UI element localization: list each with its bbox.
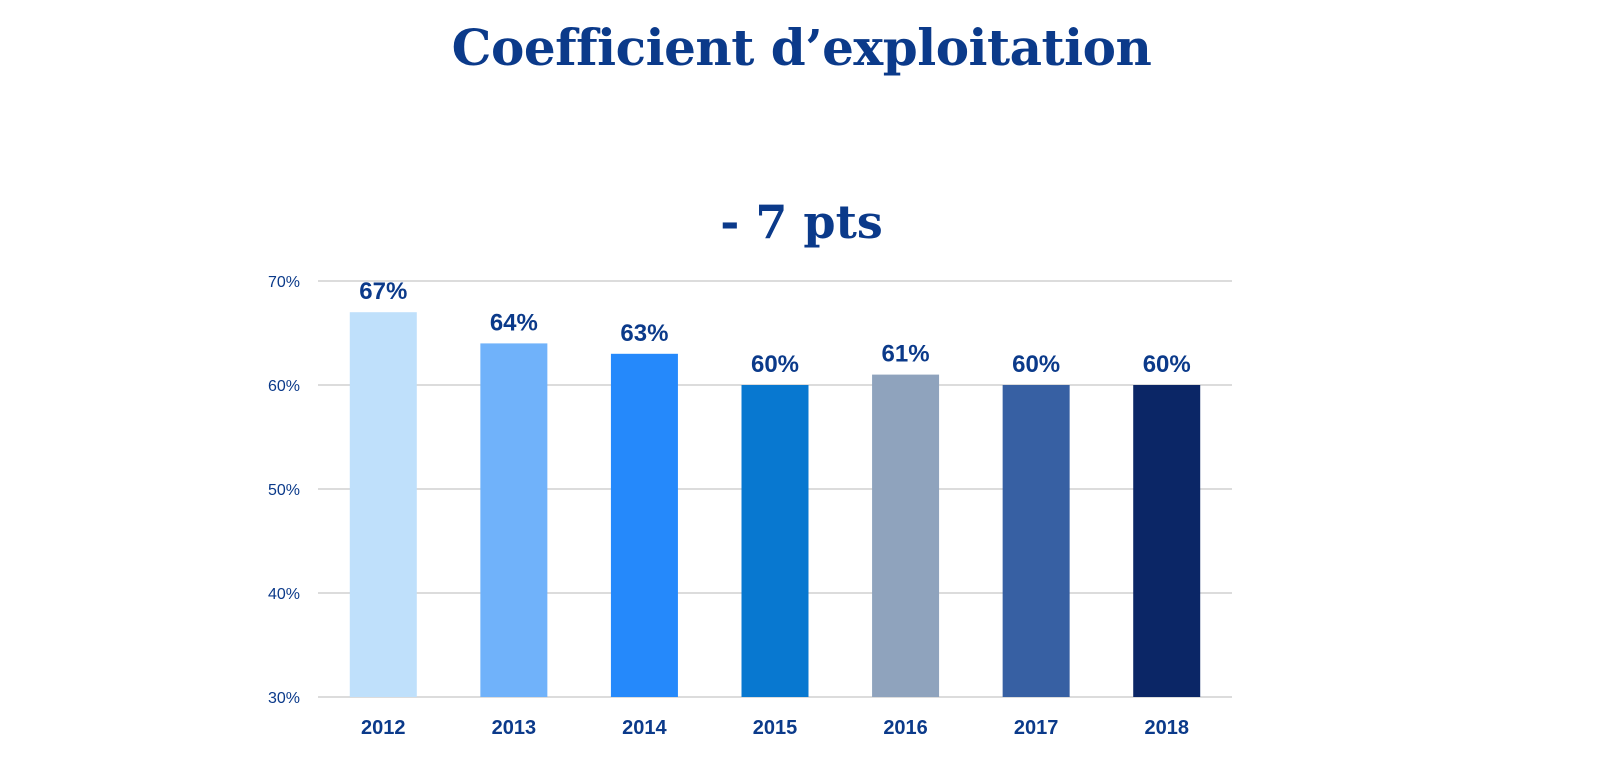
chart-title: Coefficient d’exploitation <box>451 18 1152 77</box>
x-tick-label-2015: 2015 <box>753 717 798 739</box>
bar-2014 <box>610 353 678 697</box>
x-tick-label-2012: 2012 <box>361 717 406 739</box>
y-tick-label-30: 30% <box>268 690 300 707</box>
x-tick-label-2018: 2018 <box>1144 717 1189 739</box>
x-axis-ticks: 2012 2013 2014 2015 2016 2017 2018 <box>361 717 1189 739</box>
y-axis-ticks: 30% 40% 50% 60% 70% <box>268 274 300 707</box>
bar-2018 <box>1133 385 1201 697</box>
y-tick-label-40: 40% <box>268 586 300 603</box>
bars <box>349 312 1201 697</box>
bar-2017 <box>1002 385 1070 697</box>
data-label-2017: 60% <box>1012 351 1060 378</box>
bar-2013 <box>480 343 548 697</box>
bar-2012 <box>349 312 417 697</box>
data-label-2012: 67% <box>359 278 407 305</box>
bar-2016 <box>872 374 940 697</box>
data-label-2014: 63% <box>620 320 668 347</box>
y-tick-label-50: 50% <box>268 482 300 499</box>
data-label-2018: 60% <box>1143 351 1191 378</box>
data-label-2015: 60% <box>751 351 799 378</box>
data-label-2016: 61% <box>882 341 930 368</box>
data-labels: 67% 64% 63% 60% 61% 60% 60% <box>359 278 1190 378</box>
chart-subtitle: - 7 pts <box>720 195 883 249</box>
x-tick-label-2013: 2013 <box>492 717 537 739</box>
y-tick-label-70: 70% <box>268 274 300 291</box>
bar-2015 <box>741 385 809 697</box>
data-label-2013: 64% <box>490 309 538 336</box>
y-tick-label-60: 60% <box>268 378 300 395</box>
x-tick-label-2017: 2017 <box>1014 717 1059 739</box>
x-tick-label-2016: 2016 <box>883 717 928 739</box>
x-tick-label-2014: 2014 <box>622 717 667 739</box>
